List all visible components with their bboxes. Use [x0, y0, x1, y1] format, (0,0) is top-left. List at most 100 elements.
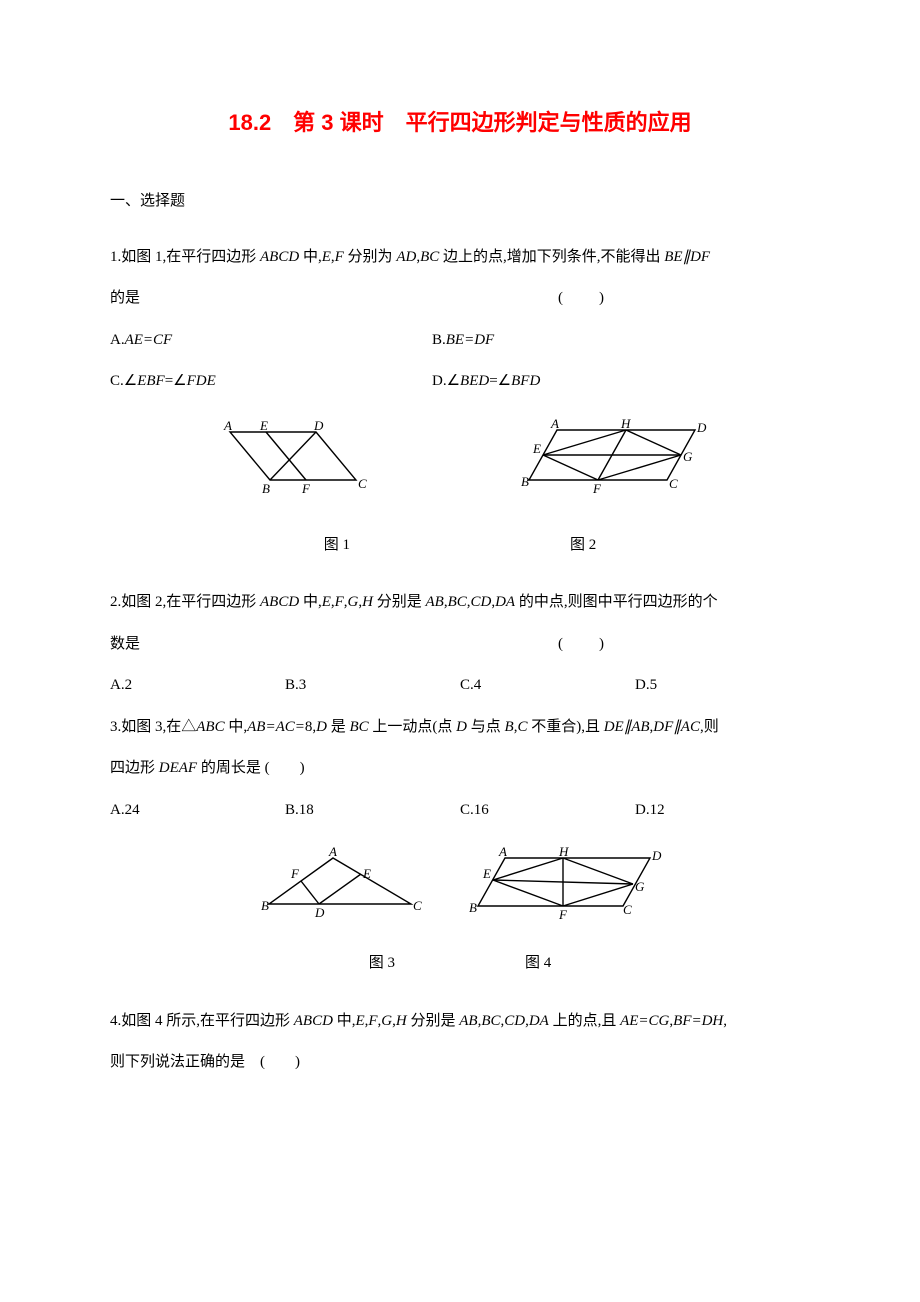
text: F [368, 1013, 377, 1029]
fig4-label: 图 4 [525, 948, 551, 980]
text: 的是 [110, 283, 558, 315]
text: E [322, 249, 331, 265]
text: 的周长是 ( ) [197, 760, 305, 776]
figure-labels-3-4: 图 3 图 4 [110, 948, 810, 980]
label-A: A [328, 844, 337, 859]
figure-1: A E D B F C [210, 416, 385, 496]
text: 4.如图 4 所示,在平行四边形 [110, 1013, 294, 1029]
q1-options-row2: C.∠EBF=∠FDE D.∠BED=∠BFD [110, 366, 810, 398]
text: D.∠ [432, 373, 460, 389]
label-E: E [532, 441, 541, 456]
text: BC [420, 249, 439, 265]
q3-opt-c: C.16 [460, 795, 635, 827]
page-root: 18.2 第 3 课时 平行四边形判定与性质的应用 一、选择题 1.如图 1,在… [0, 0, 920, 1302]
text: AB [426, 594, 444, 610]
text: 是 [327, 719, 350, 735]
q3-line1: 3.如图 3,在△ABC 中,AB=AC=8,D 是 BC 上一动点(点 D 与… [110, 712, 810, 744]
q3-opt-d: D.12 [635, 795, 810, 827]
text: AE=CF [125, 332, 173, 348]
text: G [348, 594, 359, 610]
q1-line2: 的是 ( ) [110, 283, 810, 315]
q1-options-row1: A.AE=CF B.BE=DF [110, 325, 810, 357]
q3-options: A.24 B.18 C.16 D.12 [110, 795, 810, 827]
q2-opt-a: A.2 [110, 670, 285, 702]
fig2-label: 图 2 [570, 530, 596, 562]
text: BC [481, 1013, 500, 1029]
q1-opt-a: A.AE=CF [110, 325, 432, 357]
text: AE=CG [620, 1013, 669, 1029]
text: BC [349, 719, 368, 735]
text: 中, [299, 594, 322, 610]
text: E [322, 594, 331, 610]
label-B: B [261, 898, 269, 913]
text: 不重合),且 [527, 719, 603, 735]
text: =∠ [489, 373, 511, 389]
label-A: A [550, 416, 559, 431]
text: BC [448, 594, 467, 610]
label-D: D [651, 848, 662, 863]
q4-line2: 则下列说法正确的是 ( ) [110, 1047, 810, 1079]
text: BF=DH [673, 1013, 723, 1029]
text: 分别为 [344, 249, 397, 265]
figure-2: A H D E G B F C [515, 416, 710, 496]
label-E: E [259, 418, 268, 433]
text: BFD [511, 373, 540, 389]
q1-opt-c: C.∠EBF=∠FDE [110, 366, 432, 398]
text: G [381, 1013, 392, 1029]
text: CD [504, 1013, 525, 1029]
fig3-label: 图 3 [369, 948, 395, 980]
q2-opt-d: D.5 [635, 670, 810, 702]
text: ABCD [260, 249, 299, 265]
text: 中, [225, 719, 248, 735]
answer-blank: ( ) [558, 283, 606, 315]
text: DEAF [159, 760, 197, 776]
label-H: H [558, 844, 569, 859]
label-D: D [696, 420, 707, 435]
text: 2.如图 2,在平行四边形 [110, 594, 260, 610]
text: 与点 [467, 719, 505, 735]
text: 8, [305, 719, 316, 735]
text: BE=DF [446, 332, 494, 348]
figure-row-3-4: A E F B D C A H D E [110, 844, 810, 922]
label-F: F [592, 481, 602, 496]
label-F: F [301, 481, 311, 496]
text: AB [459, 1013, 477, 1029]
text: DE∥AB [604, 719, 650, 735]
text: AD [396, 249, 416, 265]
text: A. [110, 332, 125, 348]
text: E [355, 1013, 364, 1029]
section-heading: 一、选择题 [110, 186, 810, 218]
text: =∠ [165, 373, 187, 389]
q1-opt-d: D.∠BED=∠BFD [432, 366, 810, 398]
q3-opt-a: A.24 [110, 795, 285, 827]
label-F: F [558, 907, 568, 922]
fig1-label: 图 1 [324, 530, 350, 562]
text: F [335, 594, 344, 610]
text: H [362, 594, 373, 610]
label-G: G [635, 879, 645, 894]
text: 数是 [110, 629, 558, 661]
label-H: H [620, 416, 631, 431]
text: 3.如图 3,在△ [110, 719, 196, 735]
text: BED [460, 373, 489, 389]
text: 分别是 [373, 594, 426, 610]
label-C: C [358, 476, 367, 491]
text: , [723, 1013, 727, 1029]
text: 分别是 [407, 1013, 460, 1029]
text: 边上的点,增加下列条件,不能得出 [439, 249, 664, 265]
q1-opt-b: B.BE=DF [432, 325, 810, 357]
label-E: E [482, 866, 491, 881]
text: ABCD [294, 1013, 333, 1029]
label-C: C [623, 902, 632, 917]
text: 上一动点(点 [369, 719, 457, 735]
text: 中, [333, 1013, 356, 1029]
label-B: B [521, 474, 529, 489]
q2-line2: 数是 ( ) [110, 629, 810, 661]
figure-labels-1-2: 图 1 图 2 [110, 530, 810, 562]
text: AB=AC= [247, 719, 305, 735]
q2-line1: 2.如图 2,在平行四边形 ABCD 中,E,F,G,H 分别是 AB,BC,C… [110, 587, 810, 619]
page-title: 18.2 第 3 课时 平行四边形判定与性质的应用 [110, 100, 810, 146]
text: 上的点,且 [549, 1013, 620, 1029]
figure-row-1-2: A E D B F C A H D E [110, 416, 810, 496]
text: ,则 [700, 719, 719, 735]
